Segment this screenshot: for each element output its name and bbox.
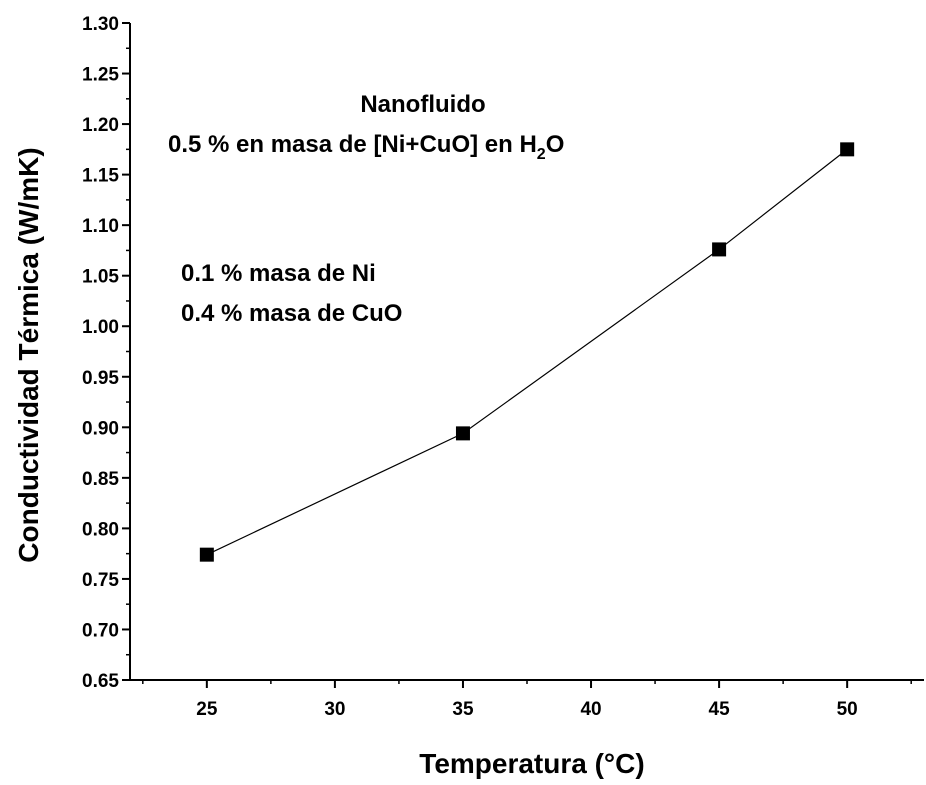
x-tick-label: 25 [196, 699, 218, 720]
y-tick-label: 1.00 [82, 317, 119, 338]
x-tick-label: 50 [837, 699, 858, 720]
x-tick-label: 40 [580, 699, 601, 720]
ticks: 0.65 0.70 0.75 0.80 0.85 0.90 0.95 1.00 1.05 1.10… [82, 14, 912, 720]
data-point-marker [199, 547, 214, 562]
annotation-cuo-line: 0.4 % masa de CuO [181, 300, 402, 327]
y-tick-label: 1.05 [82, 267, 119, 288]
y-tick-label: 0.75 [82, 570, 119, 591]
annotation-composition-prefix: 0.5 % en masa de [Ni+CuO] en H [168, 131, 537, 158]
x-tick-label: 30 [324, 699, 345, 720]
y-tick-label: 1.15 [82, 166, 119, 187]
annotation-ni-line: 0.1 % masa de Ni [181, 260, 376, 287]
y-tick-label: 0.85 [82, 469, 119, 490]
annotation-composition-suffix: O [546, 131, 565, 158]
y-axis-label: Conductividad Térmica (W/mK) [13, 147, 44, 562]
y-tick-label: 1.30 [82, 14, 119, 35]
data-point-marker [455, 426, 470, 441]
x-tick-label: 45 [709, 699, 731, 720]
data-point-marker [712, 242, 727, 257]
y-tick-label: 0.80 [82, 519, 119, 540]
series [199, 142, 855, 562]
y-tick-label: 0.90 [82, 418, 119, 439]
x-axis-label: Temperatura (°C) [419, 748, 644, 779]
annotation-composition-subscript: 2 [537, 146, 546, 163]
annotation-nanofluid-title: Nanofluido [360, 91, 485, 118]
axes [129, 23, 924, 681]
y-tick-label: 1.20 [82, 115, 119, 136]
annotation-composition: 0.5 % en masa de [Ni+CuO] en H2O [168, 131, 564, 163]
series-line [206, 148, 848, 556]
x-tick-label: 35 [452, 699, 474, 720]
y-tick-label: 0.70 [82, 620, 119, 641]
y-tick-label: 1.25 [82, 65, 119, 86]
y-tick-label: 0.95 [82, 368, 119, 389]
y-tick-label: 0.65 [82, 671, 119, 692]
y-tick-label: 1.10 [82, 216, 119, 237]
data-point-marker [840, 142, 855, 157]
